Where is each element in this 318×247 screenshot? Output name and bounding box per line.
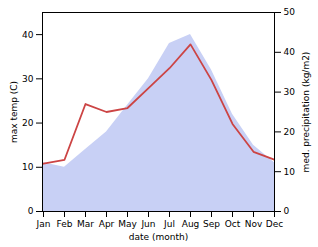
svg-text:max temp (C): max temp (C) [9, 81, 19, 143]
svg-text:30: 30 [284, 87, 296, 97]
svg-text:10: 10 [22, 162, 34, 172]
svg-text:10: 10 [284, 167, 296, 177]
svg-text:Sep: Sep [203, 219, 220, 229]
svg-text:May: May [118, 219, 137, 229]
svg-text:Mar: Mar [77, 219, 94, 229]
svg-text:0: 0 [284, 206, 290, 216]
svg-text:Apr: Apr [99, 219, 115, 229]
svg-text:Nov: Nov [245, 219, 263, 229]
svg-text:date (month): date (month) [129, 232, 188, 242]
svg-text:0: 0 [28, 206, 34, 216]
svg-text:20: 20 [22, 118, 34, 128]
svg-text:Jul: Jul [163, 219, 175, 229]
svg-text:40: 40 [284, 47, 296, 57]
svg-text:Dec: Dec [266, 219, 283, 229]
svg-text:30: 30 [22, 74, 34, 84]
svg-text:40: 40 [22, 29, 34, 39]
svg-text:Feb: Feb [57, 219, 73, 229]
svg-text:med. precipitation (kg/m2): med. precipitation (kg/m2) [301, 52, 311, 173]
svg-text:Oct: Oct [225, 219, 241, 229]
svg-text:Jan: Jan [36, 219, 51, 229]
svg-text:Aug: Aug [182, 219, 200, 229]
svg-text:Jun: Jun [140, 219, 155, 229]
svg-text:20: 20 [284, 127, 296, 137]
svg-text:50: 50 [284, 7, 296, 17]
